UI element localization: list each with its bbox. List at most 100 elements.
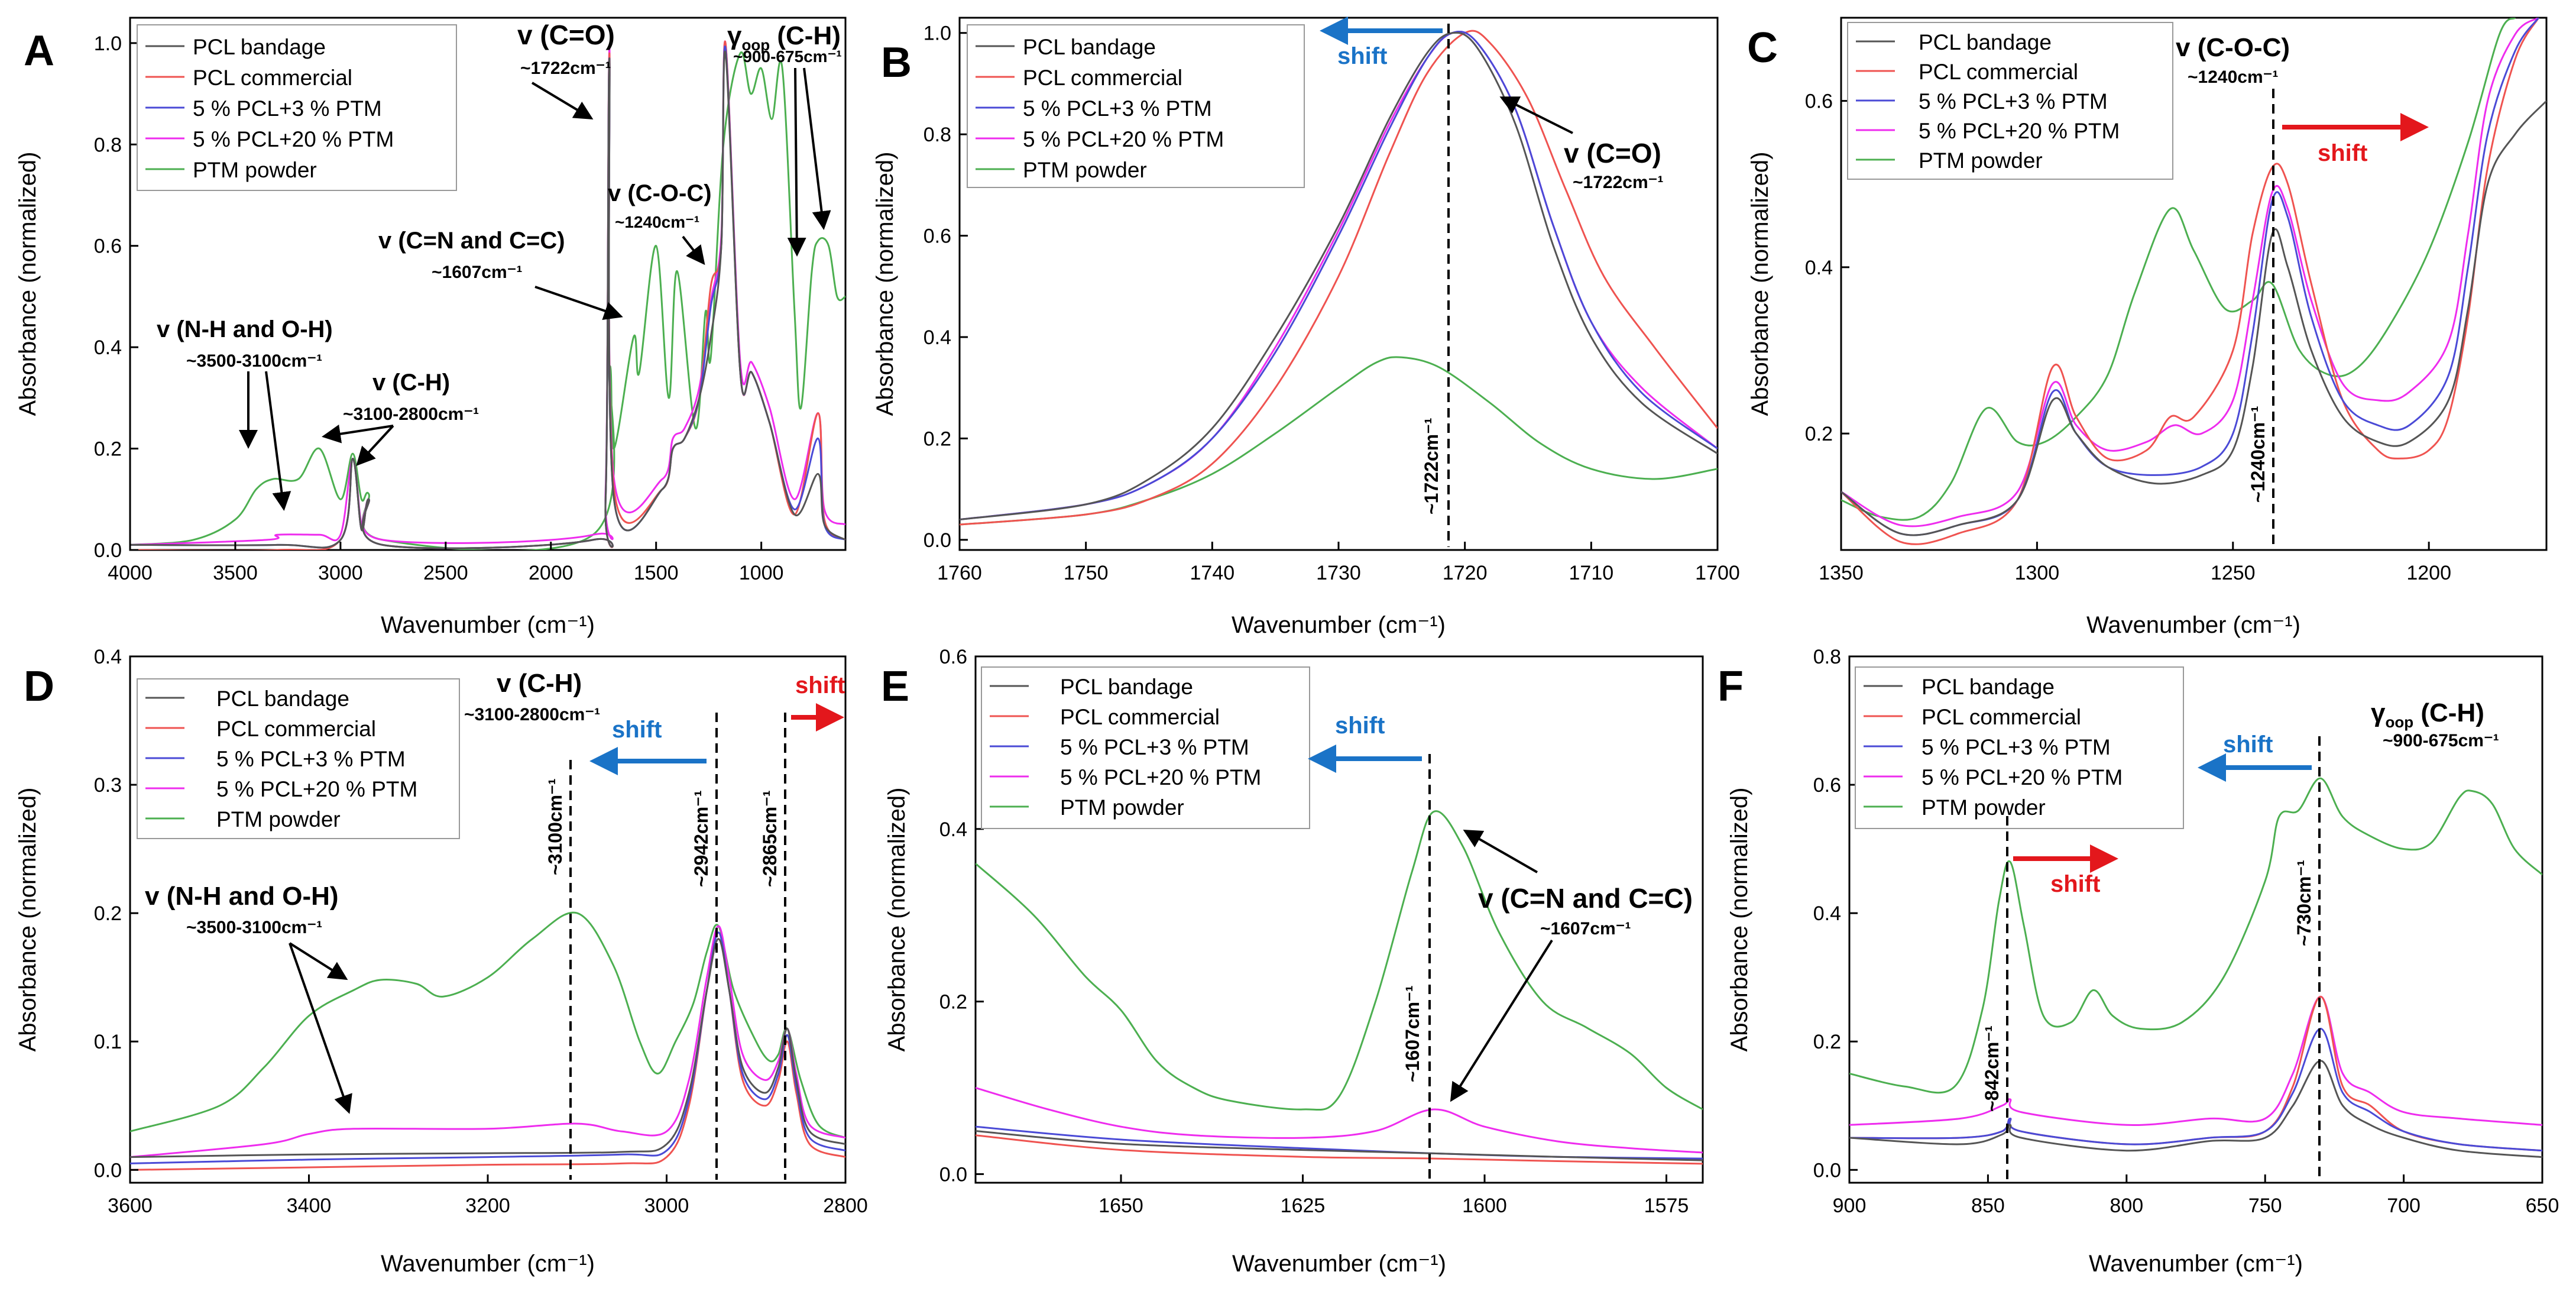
reference-label: ~2865cm⁻¹	[759, 790, 780, 887]
legend-entry: PCL bandage	[1922, 675, 2055, 699]
y-tick-label: 0.2	[94, 438, 122, 461]
panel-b: 1760 1750 1740 1730 1720 1710 1700 0.0 0.2 0.4 0.6…	[872, 17, 1740, 638]
legend-entry: 5 % PCL+3 % PTM	[216, 747, 406, 771]
series-layer	[1841, 18, 2546, 545]
x-tick-label: 900	[1833, 1195, 1867, 1217]
x-axis-label: Wavenumber (cm⁻¹)	[381, 612, 595, 638]
x-tick-label: 1750	[1064, 562, 1109, 584]
y-tick-label: 0.3	[94, 774, 122, 797]
annotation-title: v (C-H)	[372, 370, 450, 396]
x-axis-label: Wavenumber (cm⁻¹)	[381, 1251, 595, 1277]
series-line-ptm-powder	[960, 356, 1718, 526]
reference-label: ~1722cm⁻¹	[1421, 418, 1442, 514]
panel-letter: D	[24, 663, 54, 710]
series-line-pcl-bandage	[960, 31, 1718, 521]
series-line-pcl-commercial	[1849, 995, 2542, 1152]
y-tick-label: 0.6	[924, 225, 951, 248]
y-tick-label: 1.0	[924, 22, 951, 45]
annotation-title: v (C-H)	[497, 669, 582, 698]
x-tick-label: 1760	[937, 562, 982, 584]
annotation-title: v (N-H and O-H)	[145, 882, 339, 911]
annotations: v (C-H) ~3100-2800cm⁻¹ ~3100cm⁻¹ ~2942cm…	[145, 669, 845, 1180]
y-tick-label: 0.6	[1805, 90, 1833, 113]
plot-frame	[1848, 655, 2543, 1184]
panel-a: 4000 3500 3000 2500 2000 1500 1000 0.0 0.2 0.4 0.6…	[15, 17, 847, 638]
series-line-pcl-bandage	[976, 1130, 1703, 1161]
y-tick-label: 0.8	[924, 124, 951, 146]
y-tick-label: 0.4	[94, 646, 122, 668]
x-tick-label: 1625	[1281, 1195, 1326, 1217]
x-axis-label: Wavenumber (cm⁻¹)	[2089, 1251, 2303, 1277]
reference-label: ~842cm⁻¹	[1981, 1025, 2003, 1112]
annotation-title: γoop (C-H)	[727, 21, 841, 54]
legend-entry: PTM powder	[1023, 158, 1147, 182]
y-axis-label: Absorbance (normalized)	[884, 788, 910, 1052]
annotations: ~1722cm⁻¹ shift v (C=O) ~1722cm⁻¹	[1320, 17, 1663, 547]
panel-e: 1650 1625 1600 1575 0.0 0.2 0.4 0.6 E Wavenumbe…	[881, 646, 1704, 1277]
legend-entry: PCL commercial	[1023, 66, 1182, 90]
legend-entry: 5 % PCL+20 % PTM	[193, 127, 394, 151]
series-line-pcl-bandage	[130, 50, 845, 549]
series-layer	[1849, 777, 2542, 1158]
panel-c: 1350 1300 1250 1200 0.2 0.4 0.6 C Wavenumber (…	[1747, 17, 2548, 638]
x-axis-label: Wavenumber (cm⁻¹)	[1232, 612, 1446, 638]
legend-entry: PCL bandage	[1060, 675, 1193, 699]
axis-layer: 1760 1750 1740 1730 1720 1710 1700 0.0 0.2 0.4 0.6…	[924, 22, 1740, 584]
axis-layer: 4000 3500 3000 2500 2000 1500 1000 0.0 0.2 0.4 0.6…	[94, 33, 784, 584]
annotation-subtitle: ~1607cm⁻¹	[1540, 919, 1631, 938]
legend-entry: PTM powder	[1919, 148, 2043, 173]
annotation-subtitle: ~1722cm⁻¹	[1573, 173, 1663, 192]
legend-entry: 5 % PCL+20 % PTM	[1922, 765, 2123, 789]
axis-layer: 1650 1625 1600 1575 0.0 0.2 0.4 0.6	[939, 646, 1689, 1217]
series-line-ptm-powder	[130, 51, 845, 550]
y-axis-label: Absorbance (normalized)	[872, 152, 898, 416]
series-line-pcl-bandage	[1849, 1060, 2542, 1158]
series-line-5-pcl-3-ptm	[960, 31, 1718, 521]
annotation-title: v (C=N and C=C)	[1478, 883, 1693, 914]
series-line-ptm-powder	[1849, 777, 2542, 1094]
legend-entry: 5 % PCL+3 % PTM	[1023, 96, 1212, 121]
legend-entry: 5 % PCL+20 % PTM	[216, 777, 417, 801]
series-line-ptm-powder	[130, 911, 845, 1139]
panel-letter: F	[1718, 663, 1744, 710]
x-tick-label: 4000	[108, 562, 153, 584]
annotation-title: v (C=N and C=C)	[378, 228, 565, 254]
axis-layer: 900 850 800 750 700 650 0.0 0.2 0.4 0.6 0.8	[1813, 646, 2559, 1217]
reference-label: ~2942cm⁻¹	[691, 790, 712, 887]
plot-frame	[974, 655, 1704, 1184]
annotations: ~1607cm⁻¹ shift v (C=N and C=C) ~1607cm⁻…	[1308, 713, 1693, 1180]
series-line-pcl-commercial	[976, 1134, 1703, 1165]
legend-entry: PCL commercial	[1922, 705, 2081, 729]
y-tick-label: 0.6	[1813, 774, 1841, 797]
x-tick-label: 2000	[529, 562, 573, 584]
x-tick-label: 1500	[634, 562, 679, 584]
legend-entry: PCL bandage	[216, 687, 349, 711]
y-tick-label: 0.8	[94, 134, 122, 156]
legend: PCL bandage PCL commercial 5 % PCL+3 % P…	[1847, 22, 2173, 180]
legend-entry: 5 % PCL+20 % PTM	[1023, 127, 1224, 151]
series-line-pcl-commercial	[960, 30, 1718, 526]
x-tick-label: 1200	[2406, 562, 2451, 584]
annotation-subtitle: ~1722cm⁻¹	[520, 59, 611, 78]
annotation-title: γoop (C-H)	[2371, 698, 2484, 731]
y-tick-label: 0.2	[924, 428, 951, 450]
y-tick-label: 0.2	[94, 902, 122, 925]
annotations: γoop (C-H) ~900-675cm⁻¹ ~842cm⁻¹ ~730cm⁻…	[1981, 698, 2499, 1180]
y-tick-label: 0.0	[1813, 1159, 1841, 1182]
x-tick-label: 700	[2387, 1195, 2421, 1217]
x-tick-label: 750	[2248, 1195, 2282, 1217]
legend-entry: 5 % PCL+3 % PTM	[1919, 89, 2108, 114]
x-tick-label: 3000	[318, 562, 363, 584]
x-tick-label: 1350	[1819, 562, 1864, 584]
x-tick-label: 2500	[423, 562, 468, 584]
legend-entry: PCL bandage	[193, 35, 326, 59]
x-tick-label: 3200	[465, 1195, 510, 1217]
shift-label: shift	[612, 717, 662, 743]
legend-entry: PTM powder	[1922, 795, 2046, 820]
shift-label: shift	[1335, 713, 1385, 739]
annotation-title: v (N-H and O-H)	[157, 316, 333, 342]
x-tick-label: 3000	[644, 1195, 689, 1217]
annotation-subtitle: ~1240cm⁻¹	[2188, 67, 2278, 87]
axis-layer: 1350 1300 1250 1200 0.2 0.4 0.6	[1805, 90, 2451, 584]
